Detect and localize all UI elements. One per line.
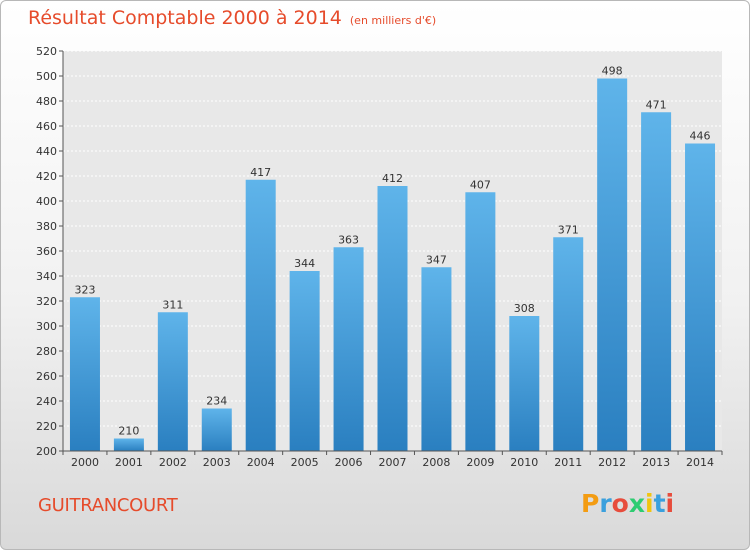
x-tick-label: 2000	[71, 456, 99, 469]
x-tick-label: 2001	[115, 456, 143, 469]
data-label: 347	[426, 253, 447, 266]
logo-letter: i	[665, 489, 675, 518]
x-tick-label: 2003	[203, 456, 231, 469]
y-tick-label: 480	[36, 95, 57, 108]
data-label: 371	[558, 223, 579, 236]
bar	[509, 316, 540, 451]
bar	[201, 408, 232, 451]
y-tick-label: 460	[36, 120, 57, 133]
x-tick-label: 2013	[642, 456, 670, 469]
y-tick-label: 520	[36, 45, 57, 58]
data-label: 498	[602, 65, 623, 78]
bar	[465, 192, 496, 451]
bar	[553, 237, 584, 451]
bar	[113, 438, 144, 451]
x-tick-label: 2006	[335, 456, 363, 469]
bar	[289, 271, 320, 451]
bars	[69, 78, 716, 451]
logo-letter: i	[645, 489, 654, 518]
logo-letter: x	[628, 489, 645, 518]
x-tick-label: 2012	[598, 456, 626, 469]
bar	[685, 143, 716, 451]
title-text: Résultat Comptable 2000 à 2014	[28, 7, 342, 29]
data-labels: 323 210 311 234 417 344 363 412 347 407 308 371 498 4…	[74, 65, 710, 438]
x-tick-label: 2007	[379, 456, 407, 469]
y-tick-label: 280	[36, 345, 57, 358]
x-tick-label: 2009	[466, 456, 494, 469]
y-axis: 200 220 240 260 280 300 320 340 360 380 400 420 440 4…	[36, 45, 64, 458]
y-tick-label: 300	[36, 320, 57, 333]
x-tick-label: 2010	[510, 456, 538, 469]
x-tick-label: 2002	[159, 456, 187, 469]
bar-chart: 323 210 311 234 417 344 363 412 347 407 308 371 498 4…	[36, 45, 723, 469]
x-tick-label: 2005	[291, 456, 319, 469]
data-label: 412	[382, 172, 403, 185]
bar	[421, 267, 452, 451]
data-label: 308	[514, 302, 535, 315]
x-tick-label: 2004	[247, 456, 275, 469]
data-label: 311	[162, 298, 183, 311]
y-tick-label: 260	[36, 370, 57, 383]
bar	[377, 186, 408, 451]
bar	[597, 78, 628, 451]
y-tick-label: 400	[36, 195, 57, 208]
x-tick-label: 2011	[554, 456, 582, 469]
data-label: 344	[294, 257, 315, 270]
bar	[333, 247, 364, 451]
x-tick-label: 2014	[686, 456, 714, 469]
bar	[69, 297, 100, 451]
logo-letter: r	[599, 489, 612, 518]
chart-title: Résultat Comptable 2000 à 2014 (en millie…	[28, 7, 436, 29]
y-tick-label: 420	[36, 170, 57, 183]
data-label: 210	[118, 425, 139, 438]
y-tick-label: 240	[36, 395, 57, 408]
y-tick-label: 440	[36, 145, 57, 158]
city-name: GUITRANCOURT	[38, 495, 178, 516]
logo-letter: P	[581, 489, 600, 518]
y-tick-label: 200	[36, 445, 57, 458]
logo-letter: o	[611, 489, 629, 518]
data-label: 417	[250, 166, 271, 179]
data-label: 323	[74, 283, 95, 296]
data-label: 363	[338, 233, 359, 246]
chart-area: 323 210 311 234 417 344 363 412 347 407 308 371 498 4…	[1, 1, 749, 481]
y-tick-label: 220	[36, 420, 57, 433]
bar	[641, 112, 672, 451]
y-tick-label: 500	[36, 70, 57, 83]
proxiti-logo: Proxiti	[581, 489, 674, 518]
subtitle-text: (en milliers d'€)	[349, 14, 437, 27]
x-axis: 2000 2001 2002 2003 2004 2005 2006 2007 2008 2009…	[62, 450, 723, 469]
data-label: 471	[646, 98, 667, 111]
data-label: 446	[690, 130, 711, 143]
data-label: 234	[206, 395, 227, 408]
bar	[245, 179, 276, 451]
y-tick-label: 380	[36, 220, 57, 233]
logo-letter: t	[653, 489, 666, 518]
y-tick-label: 340	[36, 270, 57, 283]
y-tick-label: 320	[36, 295, 57, 308]
y-tick-label: 360	[36, 245, 57, 258]
bar	[157, 312, 188, 451]
x-tick-label: 2008	[422, 456, 450, 469]
data-label: 407	[470, 178, 491, 191]
